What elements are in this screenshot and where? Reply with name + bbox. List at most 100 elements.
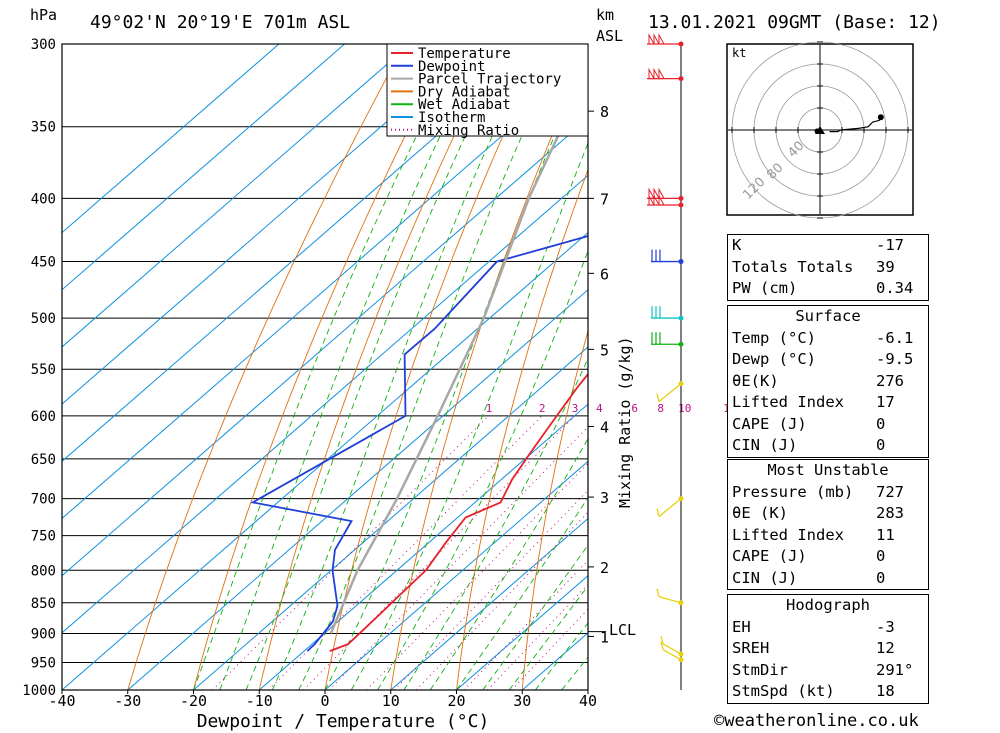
legend-label: Dewpoint (418, 59, 485, 75)
index-value: -17 (876, 236, 904, 254)
isotherm-line (62, 44, 477, 405)
mixing-ratio-label: 1 (486, 402, 493, 415)
location-title: 49°02'N 20°19'E 701m ASL (90, 12, 350, 33)
mu-row: Pressure (mb) 727 (728, 482, 928, 504)
wet-adiabat-line (350, 142, 588, 690)
hodo-row: EH -3 (728, 617, 928, 639)
isotherm-line (193, 346, 588, 690)
parcel-trajectory-line (329, 69, 588, 634)
legend-label: Wet Adiabat (418, 97, 511, 113)
row-value: -9.5 (876, 350, 914, 368)
indices-table: K -17 Totals Totals 39 PW (cm) 0.34 (727, 234, 929, 301)
row-label: StmDir (732, 660, 788, 679)
temperature-tick-label: 0 (320, 692, 329, 710)
pressure-tick-label: 800 (31, 563, 56, 579)
row-label: Pressure (mb) (732, 482, 854, 501)
row-value: 17 (876, 393, 895, 411)
pressure-tick-label: 950 (31, 655, 56, 671)
plot-frame (61, 43, 589, 691)
height-tick-label: 3 (600, 489, 609, 507)
wet-adiabat-line (482, 544, 588, 690)
legend-label: Isotherm (418, 110, 485, 126)
row-label: Lifted Index (732, 393, 844, 411)
dry-adiabat-line (521, 329, 588, 690)
legend-label: Temperature (418, 46, 511, 62)
row-label: θE (K) (732, 504, 788, 522)
dry-adiabat-line (587, 681, 588, 690)
wind-barb-flag (658, 67, 665, 80)
wind-barb-flag (658, 33, 665, 45)
wind-barb-feather (656, 588, 660, 597)
mixing-ratio-label: 10 (678, 402, 691, 415)
row-value: 0 (876, 414, 886, 433)
row-value: 12 (876, 639, 895, 657)
row-label: Lifted Index (732, 525, 844, 544)
wet-adiabat-line (403, 357, 588, 690)
row-value: 0 (876, 436, 886, 454)
temperature-tick-label: -40 (48, 692, 75, 710)
temperature-tick-label: 20 (447, 692, 465, 710)
units-asl: ASL (596, 27, 623, 45)
hodograph-end-dot (877, 114, 884, 121)
temperature-tick-label: 30 (513, 692, 531, 710)
surface-table: Surface Temp (°C) -6.1 Dewp (°C) -9.5 θE(K… (727, 305, 929, 458)
hodograph-table: Hodograph EH -3 SREH 12 StmDir 291° StmSpd … (727, 594, 929, 704)
wet-adiabat-line (324, 57, 588, 690)
row-value: -6.1 (876, 328, 914, 347)
pressure-tick-label: 850 (31, 596, 56, 612)
hodo-row: SREH 12 (728, 638, 928, 660)
wet-adiabat-line (456, 496, 588, 690)
hodograph-title: Hodograph (786, 596, 870, 614)
surface-row: CAPE (J) 0 (728, 414, 928, 436)
temperature-tick-label: -20 (180, 692, 207, 710)
hodo-row: StmDir 291° (728, 660, 928, 682)
wind-barb-feather (660, 635, 664, 645)
index-label: PW (cm) (732, 279, 798, 297)
isotherm-line (456, 574, 588, 690)
isotherm-line (62, 44, 543, 462)
date-title: 13.01.2021 09GMT (Base: 12) (648, 12, 941, 33)
wet-adiabat-line (298, 44, 564, 690)
wind-barb-flag (658, 187, 665, 199)
mu-row: θE (K) 283 (728, 503, 928, 525)
mixing-ratio-label: 3 (572, 402, 579, 415)
row-label: SREH (732, 639, 770, 657)
row-label: CAPE (J) (732, 547, 807, 565)
pressure-tick-label: 900 (31, 626, 56, 642)
pressure-tick-label: 600 (31, 409, 56, 425)
dry-adiabat-line (390, 50, 588, 690)
index-row: PW (cm) 0.34 (728, 278, 928, 300)
isotherm-line (258, 403, 588, 690)
most-unstable-table: Most Unstable Pressure (mb) 727 θE (K) 283… (727, 459, 929, 590)
index-row: Totals Totals 39 (728, 257, 928, 279)
surface-title: Surface (795, 307, 861, 325)
mixing-ratio-line (415, 511, 588, 690)
row-value: -3 (876, 617, 895, 636)
profiles (250, 69, 588, 652)
dry-adiabat-line (324, 44, 546, 690)
temperature-line (329, 372, 588, 652)
pressure-tick-label: 350 (31, 120, 56, 136)
height-tick-label: 8 (600, 103, 609, 121)
wet-adiabat-line (219, 44, 486, 690)
pressure-tick-label: 650 (31, 452, 56, 468)
wet-adiabat-line (193, 44, 464, 690)
isotherm-line (62, 44, 280, 234)
pressure-tick-label: 300 (31, 37, 56, 53)
wind-barb-flag (648, 33, 655, 45)
wind-barb-shaft (658, 596, 682, 604)
wind-barb-flag (658, 194, 665, 206)
isotherm-line (62, 117, 588, 577)
legend-label: Mixing Ratio (418, 123, 519, 139)
units-hpa: hPa (30, 6, 57, 24)
row-label: Dewp (°C) (732, 350, 816, 368)
isotherm-line (62, 231, 588, 690)
credit: ©weatheronline.co.uk (714, 711, 919, 731)
lcl-label: LCL (609, 621, 636, 639)
axes: 1234681016202530035040045050055060065070… (22, 37, 781, 732)
mu-row: CAPE (J) 0 (728, 546, 928, 568)
mixing-ratio-label: 6 (631, 402, 638, 415)
wind-barb-flag (648, 67, 655, 80)
